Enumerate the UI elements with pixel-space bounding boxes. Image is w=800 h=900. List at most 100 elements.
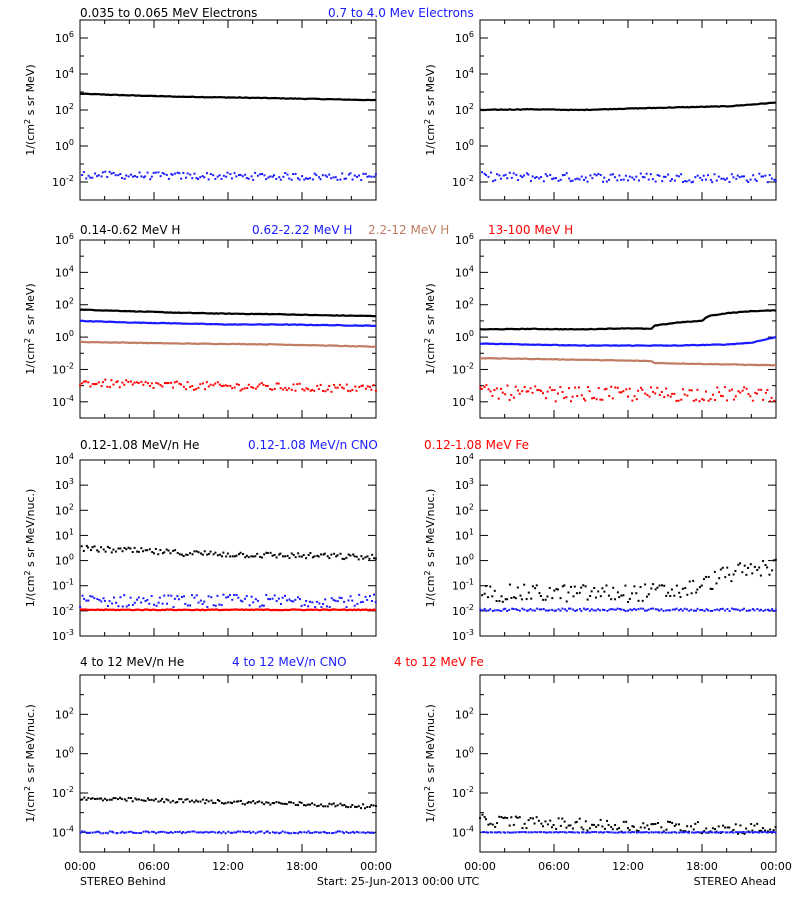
data-point	[694, 831, 697, 834]
series-line	[479, 101, 777, 112]
data-point	[701, 398, 704, 401]
data-point	[364, 556, 367, 559]
data-point	[231, 555, 234, 558]
data-point	[688, 609, 691, 612]
data-point	[565, 172, 568, 175]
data-point	[521, 176, 524, 179]
data-point	[652, 583, 655, 586]
data-point	[723, 386, 726, 389]
data-point	[239, 799, 242, 802]
data-point	[546, 831, 549, 834]
data-point	[711, 587, 714, 590]
data-point	[714, 398, 717, 401]
data-point	[489, 608, 492, 611]
data-point	[180, 177, 183, 180]
data-point	[701, 179, 704, 182]
data-point	[303, 831, 306, 834]
data-point	[246, 387, 249, 390]
data-point	[268, 831, 271, 834]
data-point	[372, 804, 375, 807]
data-point	[117, 547, 120, 550]
data-point	[512, 607, 515, 610]
data-point	[349, 390, 352, 393]
data-point	[656, 174, 659, 177]
data-point	[753, 830, 756, 833]
data-point	[762, 560, 765, 563]
data-point	[588, 390, 591, 393]
data-point	[591, 397, 594, 400]
data-point	[660, 608, 663, 611]
data-point	[690, 608, 693, 611]
data-point	[511, 607, 514, 610]
data-point	[271, 388, 274, 391]
data-point	[294, 389, 297, 392]
data-point	[235, 800, 238, 803]
data-point	[131, 800, 134, 803]
data-point	[170, 381, 173, 384]
data-point	[750, 823, 753, 826]
data-point	[336, 554, 339, 557]
data-point	[761, 827, 764, 830]
data-point	[180, 596, 183, 599]
data-point	[734, 570, 737, 573]
data-point	[716, 386, 719, 389]
data-point	[664, 175, 667, 178]
data-point	[204, 388, 207, 391]
data-point	[745, 573, 748, 576]
data-point	[284, 831, 287, 834]
data-point	[288, 557, 291, 560]
data-point	[677, 399, 680, 402]
data-point	[736, 608, 739, 611]
data-point	[741, 608, 744, 611]
y-tick-label: 101	[455, 527, 474, 542]
data-point	[130, 797, 133, 800]
data-point	[593, 173, 596, 176]
data-point	[137, 596, 140, 599]
data-point	[565, 609, 568, 612]
data-point	[683, 831, 686, 834]
data-point	[680, 831, 683, 834]
data-point	[245, 554, 248, 557]
data-point	[206, 553, 209, 556]
data-point	[225, 175, 228, 178]
data-point	[135, 798, 138, 801]
data-point	[531, 609, 534, 612]
data-point	[747, 393, 750, 396]
data-point	[686, 608, 689, 611]
data-point	[620, 178, 623, 181]
data-point	[535, 584, 538, 587]
data-point	[605, 584, 608, 587]
data-point	[661, 180, 664, 183]
data-point	[726, 831, 729, 834]
title-part: 13-100 MeV H	[488, 223, 573, 237]
data-point	[184, 831, 187, 834]
data-point	[578, 817, 581, 820]
data-point	[720, 177, 723, 180]
data-point	[142, 830, 145, 833]
data-point	[144, 799, 147, 802]
data-point	[185, 553, 188, 556]
y-axis-label: 1/(cm2 s sr MeV)	[423, 283, 437, 374]
data-point	[498, 600, 501, 603]
data-point	[309, 177, 312, 180]
data-point	[351, 599, 354, 602]
data-point	[629, 831, 632, 834]
data-point	[679, 608, 682, 611]
data-point	[89, 831, 92, 834]
data-point	[707, 575, 710, 578]
data-point	[182, 801, 185, 804]
data-point	[512, 172, 515, 175]
data-point	[496, 822, 499, 825]
data-point	[283, 594, 286, 597]
data-point	[705, 390, 708, 393]
data-point	[320, 553, 323, 556]
data-point	[675, 607, 678, 610]
data-point	[535, 831, 538, 834]
data-point	[517, 831, 520, 834]
data-point	[175, 380, 178, 383]
data-point	[193, 172, 196, 175]
data-point	[191, 553, 194, 556]
data-point	[196, 800, 199, 803]
data-point	[523, 385, 526, 388]
data-point	[81, 174, 84, 177]
